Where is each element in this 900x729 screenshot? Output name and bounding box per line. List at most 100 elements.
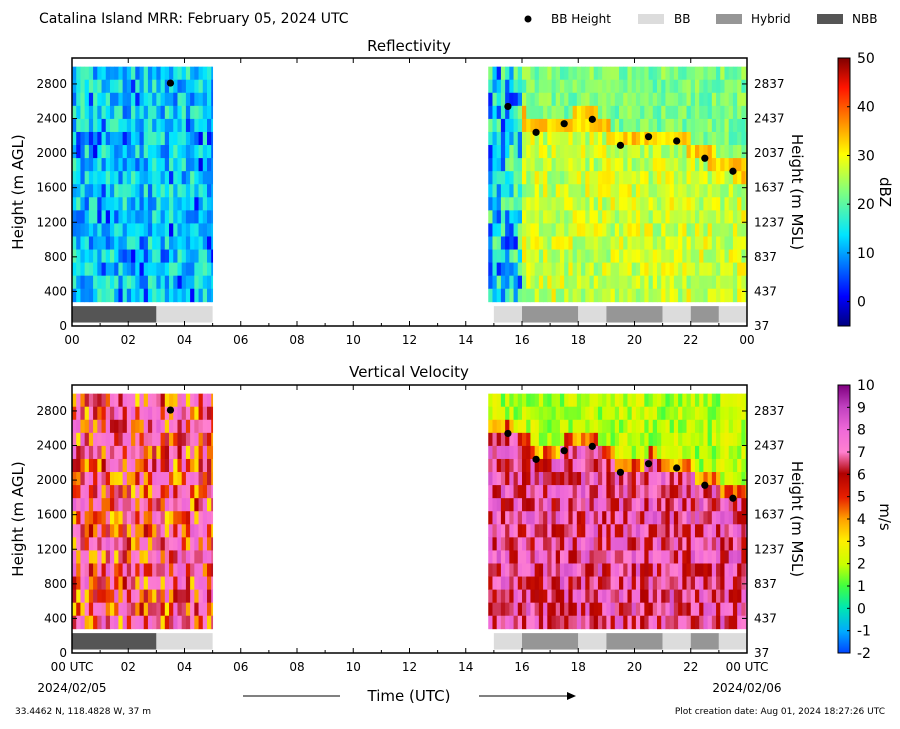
field-cell (657, 458, 662, 473)
field-cell (737, 550, 742, 564)
field-cell (737, 197, 742, 211)
field-cell (741, 524, 746, 538)
field-cell (500, 589, 506, 604)
field-cell (135, 223, 140, 237)
field-cell (143, 66, 149, 81)
field-cell (538, 472, 544, 486)
field-cell (538, 145, 544, 159)
field-cell (122, 275, 128, 290)
field-cell (160, 458, 166, 473)
field-cell (728, 576, 734, 590)
field-cell (559, 419, 565, 434)
field-cell (169, 223, 174, 237)
field-cell (534, 171, 540, 185)
field-cell (492, 184, 498, 198)
field-cell (522, 432, 527, 447)
field-cell (169, 524, 174, 538)
field-cell (72, 458, 77, 473)
field-cell (202, 79, 208, 94)
field-cell (530, 445, 536, 460)
x-tick-label: 08 (289, 333, 304, 347)
field-cell (122, 184, 128, 198)
field-cell (194, 171, 199, 185)
field-cell (547, 432, 552, 447)
field-cell (211, 458, 214, 473)
field-cell (648, 445, 654, 460)
field-cell (517, 563, 523, 577)
field-cell (526, 262, 531, 277)
field-cell (585, 393, 590, 408)
field-cell (716, 171, 721, 185)
field-cell (644, 92, 649, 107)
field-cell (173, 576, 178, 590)
field-cell (568, 445, 574, 460)
field-cell (648, 563, 654, 577)
field-cell (585, 550, 590, 564)
field-cell (513, 275, 519, 290)
field-cell (576, 66, 582, 81)
field-cell (147, 393, 153, 408)
field-cell (164, 158, 170, 172)
field-cell (143, 210, 149, 224)
field-cell (732, 393, 738, 408)
field-cell (126, 576, 132, 590)
field-cell (169, 92, 174, 107)
field-cell (728, 275, 734, 290)
field-cell (610, 602, 616, 617)
field-cell (513, 92, 519, 107)
field-cell (728, 498, 734, 512)
field-cell (156, 210, 161, 224)
field-cell (105, 550, 111, 564)
field-cell (105, 393, 111, 408)
field-cell (703, 419, 709, 434)
field-cell (657, 158, 662, 172)
field-cell (741, 615, 746, 630)
field-cell (522, 485, 527, 499)
field-cell (496, 524, 502, 538)
field-cell (173, 249, 178, 263)
field-cell (76, 472, 81, 486)
field-cell (631, 92, 637, 107)
field-cell (543, 197, 548, 211)
field-cell (139, 419, 145, 434)
field-cell (492, 105, 498, 120)
field-cell (669, 236, 675, 250)
field-cell (564, 184, 569, 198)
field-cell (665, 524, 671, 538)
field-cell (627, 131, 633, 146)
field-cell (88, 236, 94, 250)
field-cell (538, 105, 544, 120)
field-cell (543, 288, 548, 303)
field-cell (88, 393, 94, 408)
field-cell (122, 485, 128, 499)
field-cell (707, 419, 713, 434)
field-cell (164, 406, 170, 421)
field-cell (177, 472, 183, 486)
field-cell (513, 458, 519, 473)
field-cell (614, 602, 620, 617)
field-cell (665, 445, 671, 460)
field-cell (694, 118, 700, 133)
field-cell (211, 498, 214, 512)
field-cell (488, 537, 493, 551)
field-cell (500, 602, 506, 617)
y2-tick-label: 2037 (754, 473, 785, 487)
field-cell (488, 158, 493, 172)
bb-height-point (532, 128, 540, 136)
field-cell (143, 485, 149, 499)
field-cell (686, 563, 692, 577)
field-cell (169, 118, 174, 133)
field-cell (496, 105, 502, 120)
field-cell (160, 602, 166, 617)
field-cell (589, 275, 595, 290)
field-cell (602, 262, 607, 277)
field-cell (551, 615, 557, 630)
field-cell (547, 524, 552, 538)
field-cell (164, 131, 170, 146)
field-cell (606, 406, 611, 421)
field-cell (547, 615, 552, 630)
field-cell (109, 563, 115, 577)
field-cell (555, 472, 561, 486)
field-cell (114, 498, 119, 512)
field-cell (126, 275, 132, 290)
